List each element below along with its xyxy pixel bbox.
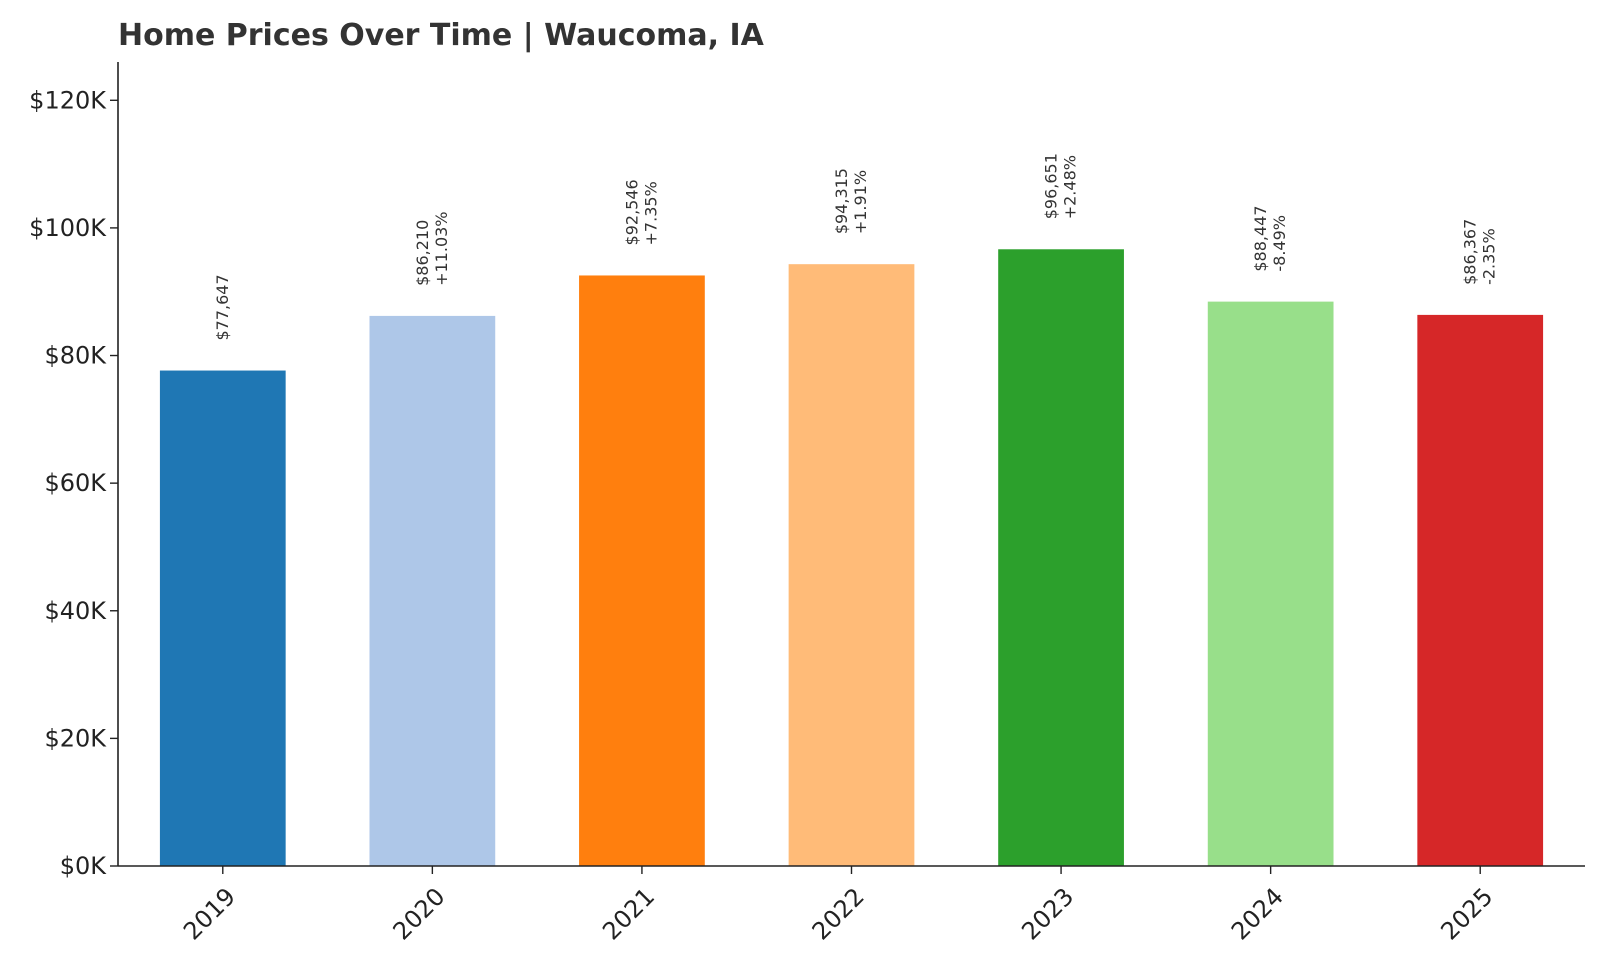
data-label-2020: $86,210+11.03% — [413, 211, 451, 285]
bar-2020 — [369, 315, 496, 867]
y-tick-label: $0K — [60, 852, 108, 880]
change-label: +1.91% — [851, 170, 870, 234]
y-tick-label: $40K — [44, 597, 107, 625]
value-label: $94,315 — [832, 168, 851, 234]
value-label: $96,651 — [1042, 153, 1061, 219]
bar-2022 — [788, 264, 915, 866]
x-tick-label: 2022 — [807, 882, 870, 945]
y-tick-label: $20K — [44, 724, 107, 752]
value-label: $88,447 — [1251, 205, 1270, 271]
y-tick-label: $120K — [29, 86, 107, 114]
value-label: $86,210 — [413, 220, 432, 286]
bar-2025 — [1417, 314, 1544, 867]
x-tick-label: 2023 — [1016, 882, 1079, 945]
y-tick-label: $100K — [29, 214, 107, 242]
data-label-2025: $86,367-2.35% — [1461, 219, 1499, 285]
value-label: $77,647 — [213, 274, 232, 340]
x-tick-label: 2020 — [388, 882, 451, 945]
bar-2019 — [159, 370, 286, 866]
data-label-2019: $77,647 — [213, 274, 232, 340]
data-label-2021: $92,546+7.35% — [622, 179, 660, 245]
y-tick-label: $80K — [44, 342, 107, 370]
x-tick-label: 2024 — [1226, 882, 1289, 945]
change-label: -8.49% — [1270, 215, 1289, 272]
change-label: +2.48% — [1061, 155, 1080, 219]
bar-2023 — [998, 249, 1124, 867]
change-label: -2.35% — [1480, 228, 1499, 285]
data-label-2023: $96,651+2.48% — [1042, 153, 1080, 219]
change-label: +11.03% — [432, 211, 451, 285]
x-tick-label: 2021 — [597, 882, 660, 945]
x-tick-label: 2019 — [178, 882, 241, 945]
data-label-2024: $88,447-8.49% — [1251, 205, 1289, 271]
y-tick-label: $60K — [44, 469, 107, 497]
bar-2021 — [579, 275, 705, 866]
chart-title: Home Prices Over Time | Waucoma, IA — [118, 18, 764, 53]
value-label: $86,367 — [1461, 219, 1480, 285]
bar-2024 — [1207, 301, 1334, 866]
data-label-2022: $94,315+1.91% — [832, 168, 870, 234]
value-label: $92,546 — [622, 179, 641, 245]
change-label: +7.35% — [641, 181, 660, 245]
x-tick-label: 2025 — [1435, 882, 1498, 945]
